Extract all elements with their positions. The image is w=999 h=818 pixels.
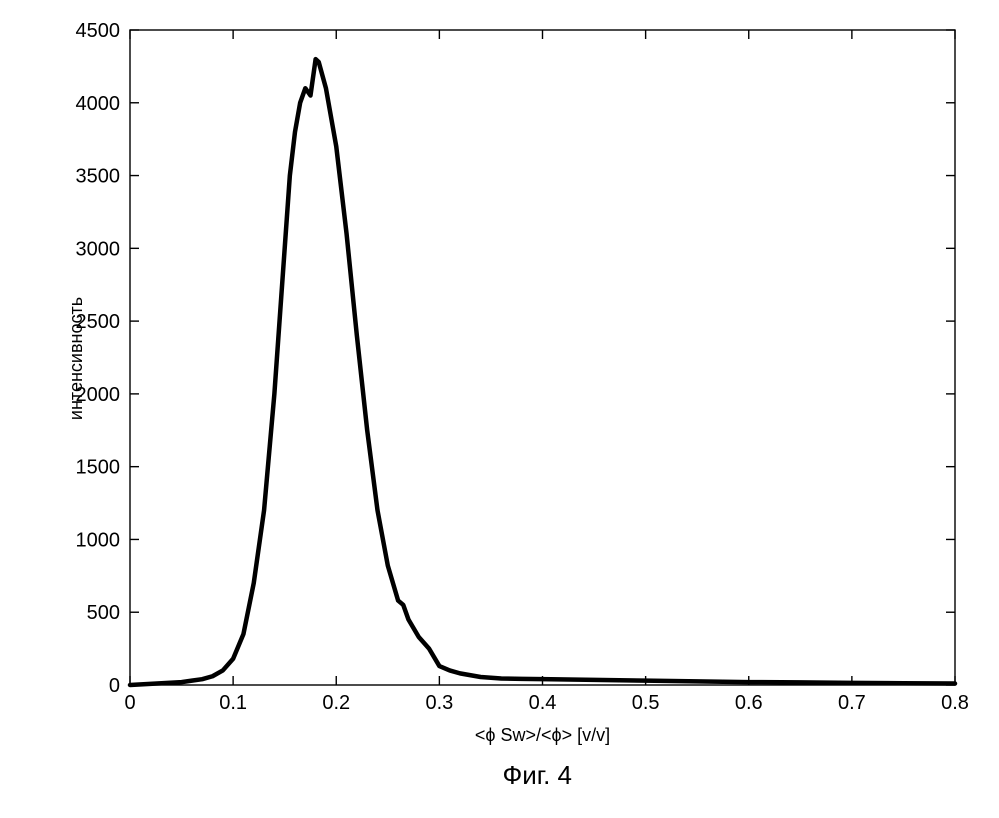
- chart-canvas: 00.10.20.30.40.50.60.70.8050010001500200…: [0, 0, 999, 818]
- svg-text:1500: 1500: [76, 457, 121, 479]
- svg-text:0: 0: [109, 675, 120, 697]
- figure-caption: Фиг. 4: [503, 760, 573, 791]
- figure: 00.10.20.30.40.50.60.70.8050010001500200…: [0, 0, 999, 818]
- svg-text:0.4: 0.4: [529, 692, 557, 714]
- svg-text:3500: 3500: [76, 166, 121, 188]
- svg-text:0.2: 0.2: [322, 692, 350, 714]
- svg-text:4000: 4000: [76, 93, 121, 115]
- svg-text:4500: 4500: [76, 20, 121, 42]
- svg-text:0.7: 0.7: [838, 692, 866, 714]
- svg-text:0.8: 0.8: [941, 692, 969, 714]
- svg-text:0: 0: [124, 692, 135, 714]
- svg-text:0.5: 0.5: [632, 692, 660, 714]
- svg-text:3000: 3000: [76, 238, 121, 260]
- svg-text:0.6: 0.6: [735, 692, 763, 714]
- x-axis-label: <ϕ Sw>/<ϕ> [v/v]: [130, 725, 955, 746]
- svg-text:0.3: 0.3: [425, 692, 453, 714]
- svg-text:0.1: 0.1: [219, 692, 247, 714]
- svg-text:1000: 1000: [76, 529, 121, 551]
- svg-text:500: 500: [87, 602, 120, 624]
- y-axis-label: интенсивность: [66, 296, 87, 419]
